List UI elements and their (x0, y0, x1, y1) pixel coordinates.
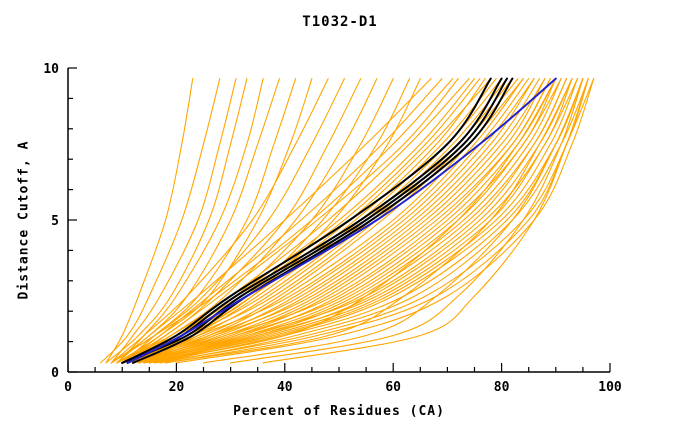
y-axis-title: Distance Cutoff, A (16, 140, 32, 300)
x-tick-label: 0 (64, 380, 72, 395)
y-tick-label: 10 (43, 62, 59, 77)
model-curves-orange (202, 78, 584, 364)
model-curves-orange (143, 78, 579, 364)
model-curves-orange (121, 78, 535, 364)
model-curves-orange (165, 78, 573, 364)
x-tick-label: 60 (385, 380, 401, 395)
x-tick-label: 80 (494, 380, 510, 395)
y-tick-label: 0 (51, 366, 59, 381)
model-curves-orange (127, 78, 459, 364)
model-curves-orange (127, 78, 541, 364)
model-curves-orange (99, 78, 221, 364)
model-curves-orange (105, 78, 194, 364)
model-curves-orange (110, 78, 454, 364)
model-curves-black (121, 77, 492, 364)
model-curves-orange (132, 78, 535, 364)
model-curves-orange (121, 78, 443, 364)
model-curves-orange (137, 78, 562, 364)
y-tick-label: 5 (51, 214, 59, 229)
model-curves-orange (110, 78, 237, 364)
x-axis-title: Percent of Residues (CA) (233, 404, 445, 419)
model-curves-orange (116, 78, 470, 364)
x-tick-label: 100 (598, 380, 622, 395)
model-curves-orange (132, 78, 546, 364)
model-curves-orange (110, 78, 329, 364)
model-curves-orange (132, 78, 568, 364)
model-curves-orange (143, 78, 557, 364)
model-curve-blue (126, 77, 557, 364)
model-curves-orange (230, 78, 584, 364)
model-curves-orange (116, 78, 432, 364)
model-curves-orange (262, 78, 589, 364)
chart-title: T1032-D1 (302, 14, 378, 30)
model-curves-black (132, 77, 514, 364)
model-curves-orange (127, 78, 524, 364)
model-curves-black (121, 77, 508, 364)
model-curves-orange (148, 78, 579, 364)
x-tick-label: 40 (277, 380, 293, 395)
model-curves-orange (105, 78, 248, 364)
model-curves-orange (127, 78, 551, 364)
x-tick-label: 20 (169, 380, 185, 395)
model-curves-orange (175, 78, 595, 364)
